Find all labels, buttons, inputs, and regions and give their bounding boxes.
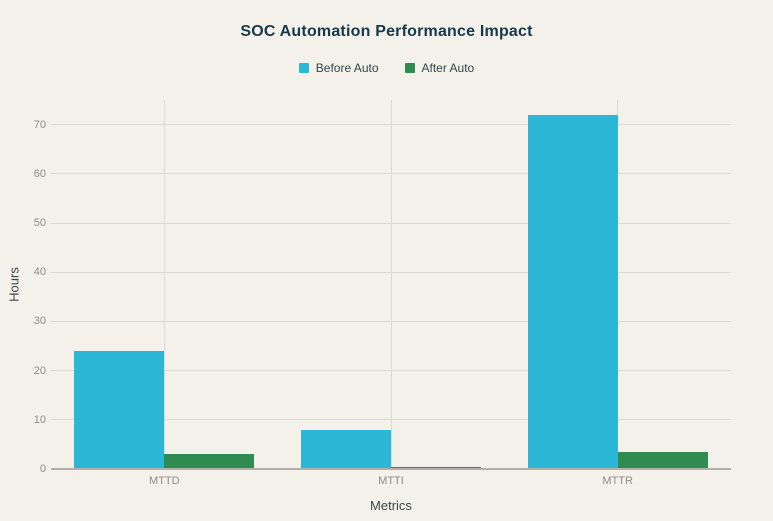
legend-label-before-auto: Before Auto xyxy=(315,61,379,75)
x-axis-baseline xyxy=(51,468,731,470)
legend-item-before-auto[interactable]: Before Auto xyxy=(298,61,379,75)
bar-before-auto-mttd[interactable] xyxy=(74,350,165,469)
y-tick-label-60: 60 xyxy=(33,167,46,180)
y-tick-label-40: 40 xyxy=(33,266,46,279)
v-gridline-mttd xyxy=(163,100,165,469)
bar-after-auto-mttr[interactable] xyxy=(617,451,708,469)
y-tick-label-10: 10 xyxy=(33,413,46,426)
y-tick-label-0: 0 xyxy=(39,463,46,475)
legend: Before Auto After Auto xyxy=(0,61,773,75)
legend-swatch-after-auto xyxy=(404,63,415,73)
bar-before-auto-mttr[interactable] xyxy=(527,114,618,469)
y-tick-label-70: 70 xyxy=(33,118,46,131)
bar-after-auto-mtti[interactable] xyxy=(391,466,481,469)
x-axis-title: Metrics xyxy=(370,498,412,513)
v-gridline-mtti xyxy=(390,100,392,469)
y-tick-label-20: 20 xyxy=(33,364,46,377)
legend-label-after-auto: After Auto xyxy=(421,61,475,75)
v-gridline-mttr xyxy=(617,100,619,469)
y-tick-label-50: 50 xyxy=(33,217,46,229)
y-tick-label-30: 30 xyxy=(33,315,46,328)
bar-after-auto-mttd[interactable] xyxy=(164,454,255,469)
bar-before-auto-mtti[interactable] xyxy=(301,429,391,469)
x-tick-label-mttr: MTTR xyxy=(602,475,633,487)
x-tick-label-mttd: MTTD xyxy=(149,475,180,487)
legend-swatch-before-auto xyxy=(298,63,309,73)
plot-area xyxy=(51,100,731,470)
legend-item-after-auto[interactable]: After Auto xyxy=(404,61,475,75)
chart-title: SOC Automation Performance Impact xyxy=(240,23,533,40)
x-tick-label-mtti: MTTI xyxy=(378,475,404,487)
